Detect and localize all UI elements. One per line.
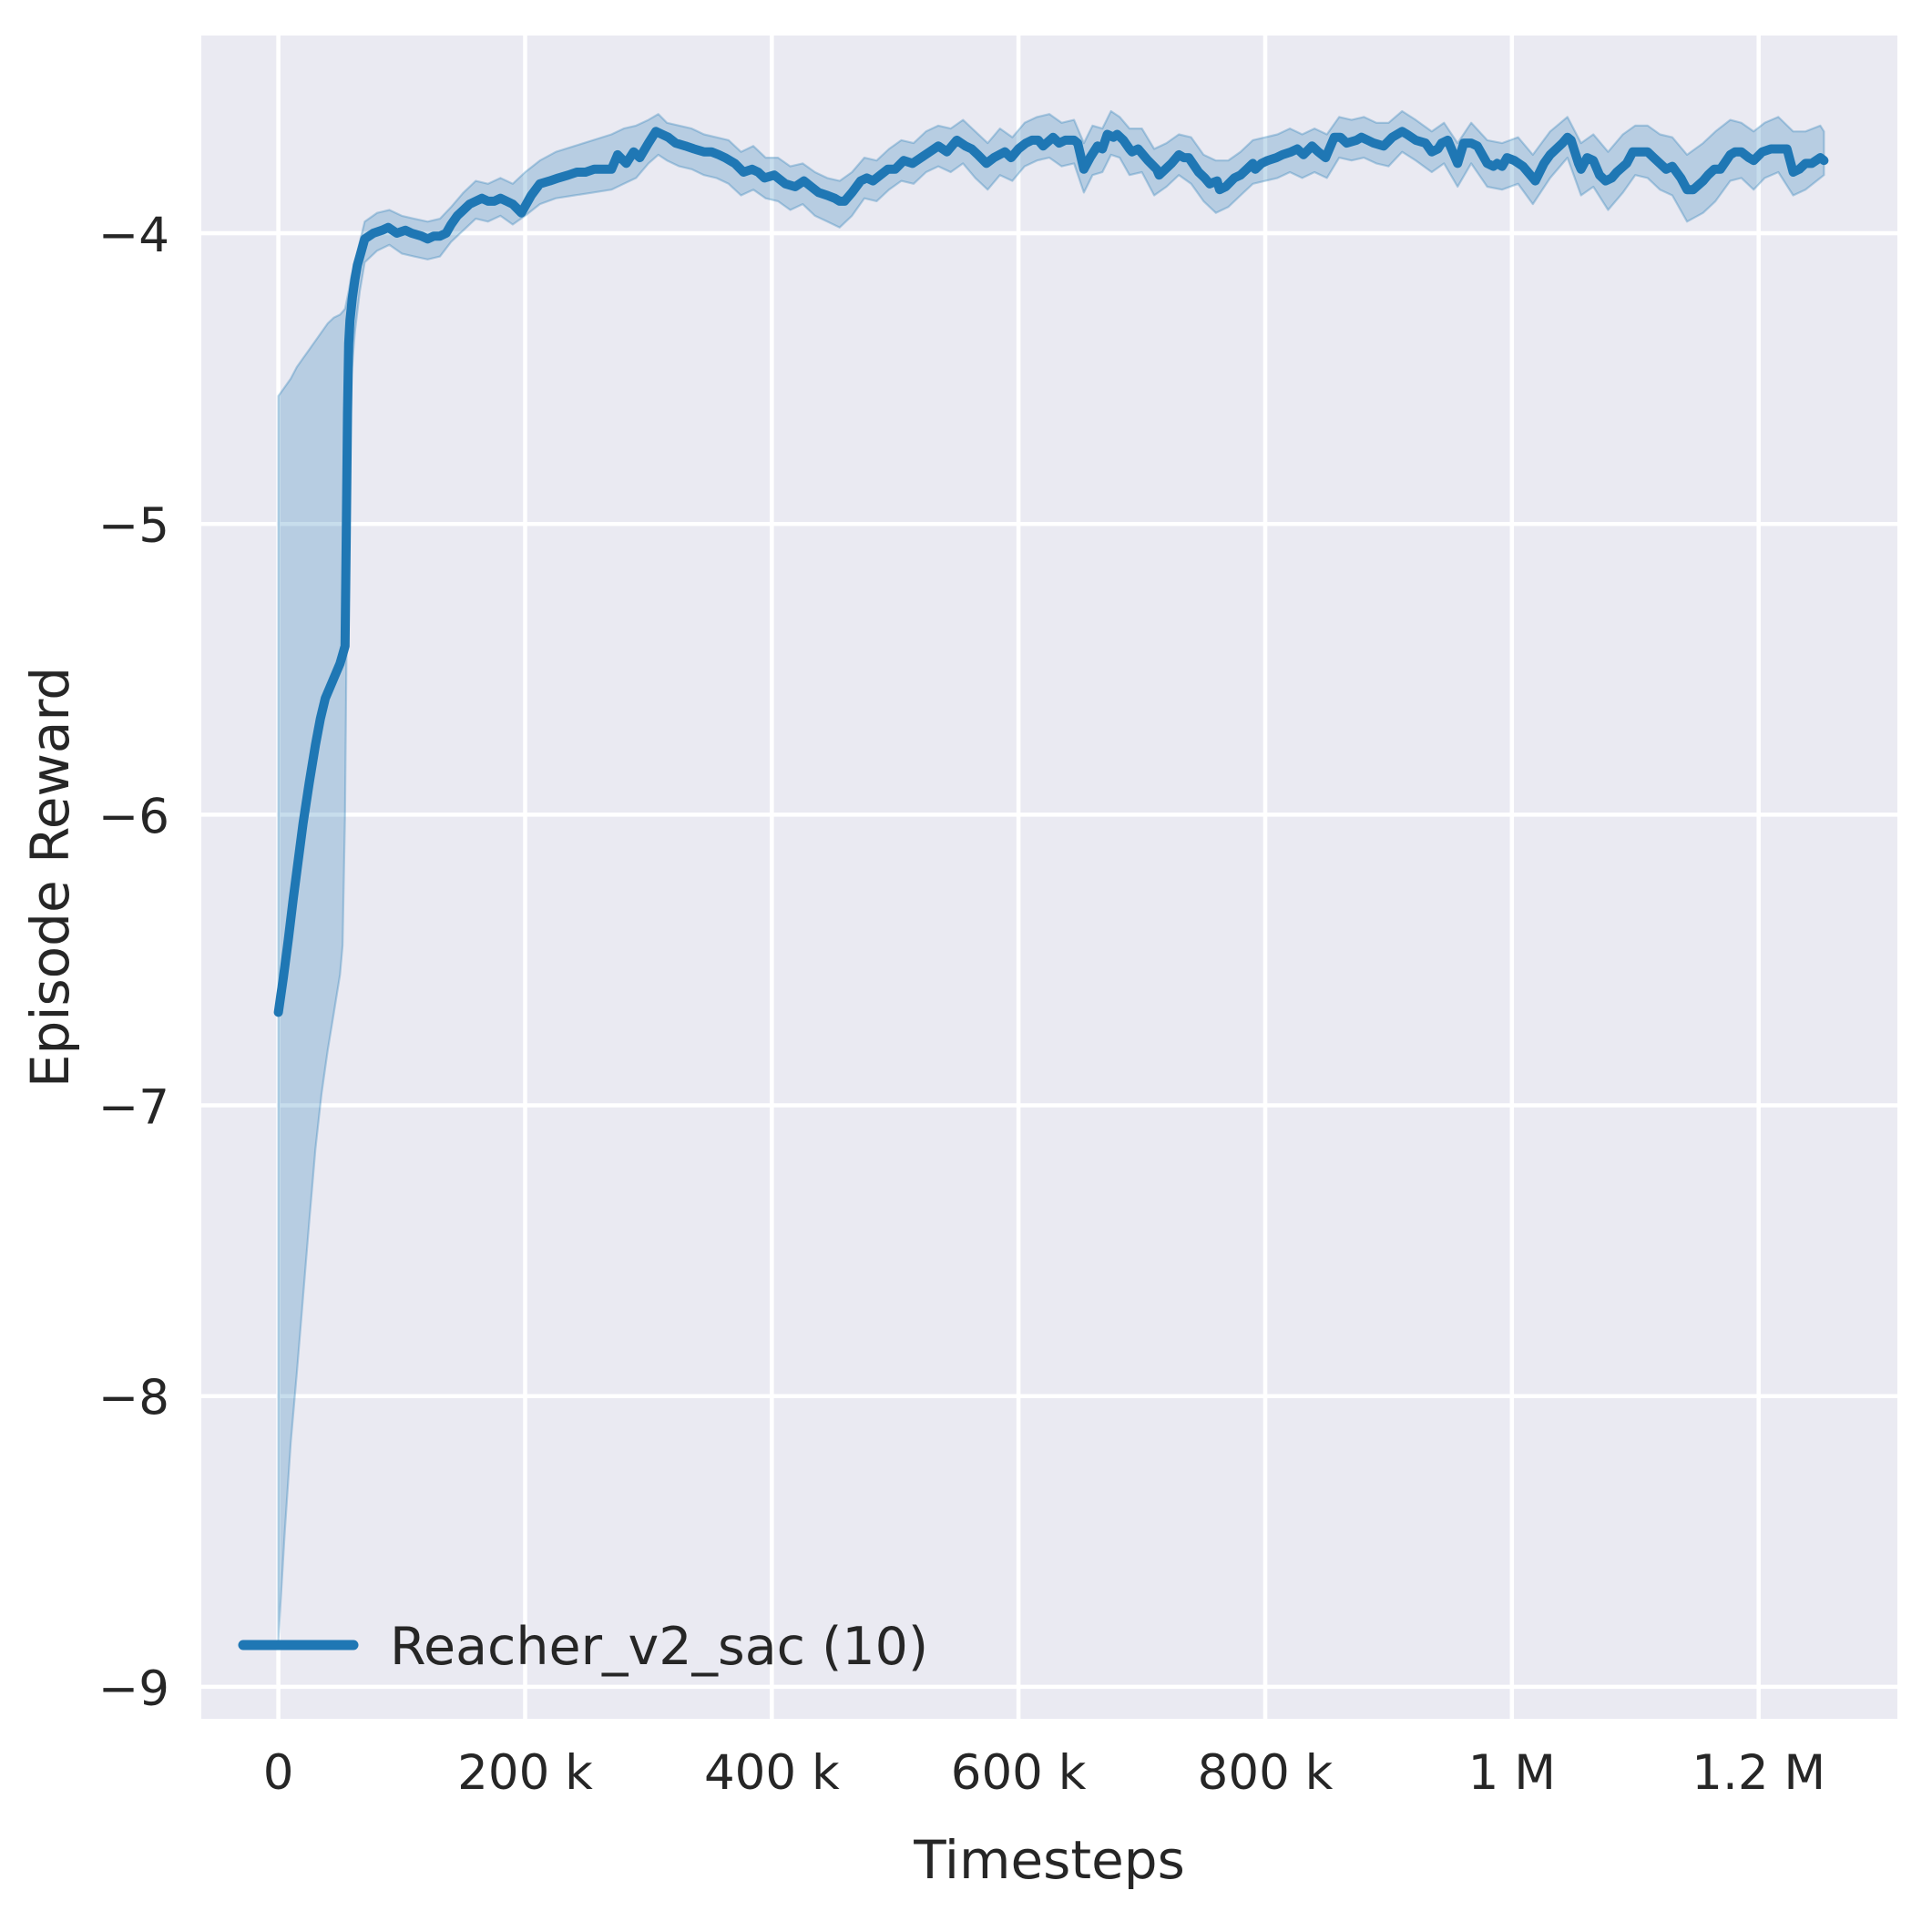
x-tick-label: 0 (263, 1745, 294, 1801)
y-tick-label: −9 (98, 1661, 169, 1717)
x-tick-label: 600 k (951, 1745, 1087, 1801)
y-tick-label: −5 (98, 498, 169, 554)
y-axis-label: Episode Reward (19, 667, 81, 1088)
x-tick-label: 1 M (1468, 1745, 1556, 1801)
y-tick-labels: −4 −5 −6 −7 −8 −9 (98, 208, 169, 1717)
y-tick-label: −4 (98, 208, 169, 263)
mean-reward-line (273, 127, 1829, 1017)
y-tick-label: −8 (98, 1371, 169, 1426)
y-tick-label: −6 (98, 789, 169, 844)
x-tick-label: 800 k (1198, 1745, 1334, 1801)
x-tick-label: 1.2 M (1692, 1745, 1825, 1801)
x-tick-label: 200 k (457, 1745, 593, 1801)
x-axis-label: Timesteps (913, 1829, 1185, 1891)
confidence-band (277, 109, 1825, 1641)
legend: Reacher_v2_sac (10) (238, 1617, 928, 1677)
plot-area (201, 36, 1897, 1719)
y-tick-label: −7 (98, 1080, 169, 1136)
x-tick-labels: 0 200 k 400 k 600 k 800 k 1 M 1.2 M (263, 1745, 1825, 1801)
series-group (273, 109, 1829, 1641)
legend-label: Reacher_v2_sac (10) (390, 1617, 928, 1677)
gridlines (201, 36, 1897, 1719)
x-tick-label: 400 k (704, 1745, 840, 1801)
